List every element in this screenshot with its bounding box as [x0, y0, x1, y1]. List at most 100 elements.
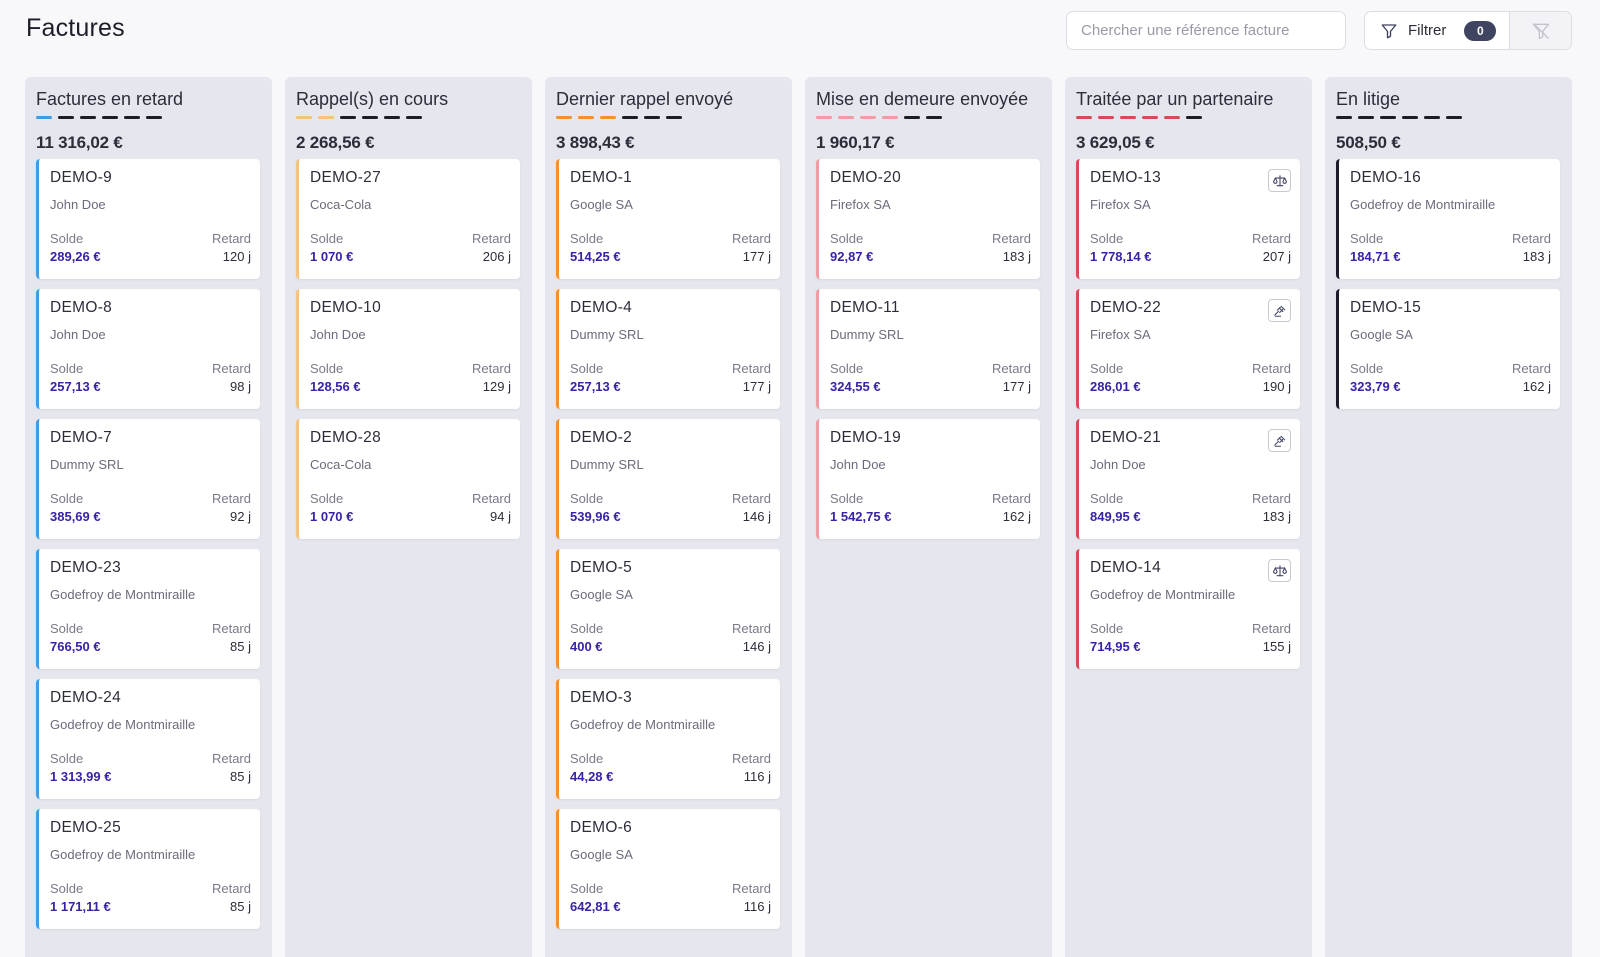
invoice-reference: DEMO-23	[50, 559, 122, 576]
scale-icon[interactable]	[1268, 559, 1291, 582]
progress-dashes	[1076, 116, 1300, 120]
card-values-row: 1 778,14 € 207 j	[1090, 249, 1291, 264]
filter-label: Filtrer	[1408, 22, 1447, 39]
client-name: Google SA	[1350, 327, 1413, 342]
invoice-card[interactable]: DEMO-7 Dummy SRL Solde Retard 385,69 € 92 j	[36, 419, 260, 539]
kanban-column: Factures en retard 11 316,02 € DEMO-9 John …	[25, 77, 272, 957]
invoice-reference: DEMO-14	[1090, 559, 1162, 576]
invoice-reference: DEMO-19	[830, 429, 902, 446]
invoice-card[interactable]: DEMO-20 Firefox SA Solde Retard 92,87 € 183 j	[816, 159, 1040, 279]
balance-value: 1 313,99 €	[50, 769, 112, 784]
invoice-card[interactable]: DEMO-25 Godefroy de Montmiraille Solde Reta…	[36, 809, 260, 929]
client-name: John Doe	[310, 327, 366, 342]
invoice-reference: DEMO-2	[570, 429, 633, 446]
progress-dash	[58, 116, 74, 119]
card-labels-row: Solde Retard	[830, 361, 1031, 376]
balance-label: Solde	[570, 491, 604, 506]
invoice-card[interactable]: DEMO-6 Google SA Solde Retard 642,81 € 116 j	[556, 809, 780, 929]
invoice-reference: DEMO-3	[570, 689, 633, 706]
column-title: Rappel(s) en cours	[296, 89, 449, 109]
column-total: 3 629,05 €	[1076, 133, 1155, 152]
progress-dashes	[296, 116, 520, 120]
balance-label: Solde	[830, 361, 864, 376]
invoice-card[interactable]: DEMO-23 Godefroy de Montmiraille Solde Reta…	[36, 549, 260, 669]
balance-label: Solde	[1090, 231, 1124, 246]
client-name: Dummy SRL	[50, 457, 124, 472]
progress-dash	[904, 116, 920, 119]
card-labels-row: Solde Retard	[310, 361, 511, 376]
client-name: Godefroy de Montmiraille	[570, 717, 716, 732]
invoice-card[interactable]: DEMO-24 Godefroy de Montmiraille Solde Reta…	[36, 679, 260, 799]
delay-value: 85 j	[230, 899, 251, 914]
search-input[interactable]	[1066, 11, 1346, 50]
delay-label: Retard	[731, 361, 771, 376]
balance-value: 324,55 €	[830, 379, 881, 394]
progress-dash	[556, 116, 572, 119]
invoice-card[interactable]: DEMO-19 John Doe Solde Retard 1 542,75 € 162 …	[816, 419, 1040, 539]
invoice-reference: DEMO-27	[310, 169, 382, 186]
column-title: Traitée par un partenaire	[1076, 89, 1274, 109]
invoice-card[interactable]: DEMO-4 Dummy SRL Solde Retard 257,13 € 177 j	[556, 289, 780, 409]
card-labels-row: Solde Retard	[570, 491, 771, 506]
invoice-card[interactable]: DEMO-5 Google SA Solde Retard 400 € 146 j	[556, 549, 780, 669]
card-labels-row: Solde Retard	[830, 491, 1031, 506]
column-title: En litige	[1336, 89, 1401, 109]
card-values-row: 324,55 € 177 j	[830, 379, 1031, 394]
balance-value: 323,79 €	[1350, 379, 1401, 394]
balance-label: Solde	[50, 621, 84, 636]
clear-filter-button[interactable]	[1510, 12, 1571, 49]
balance-value: 184,71 €	[1350, 249, 1401, 264]
delay-label: Retard	[1511, 361, 1551, 376]
invoice-card[interactable]: DEMO-21 John Doe Solde Retard 849,95 € 183 j	[1076, 419, 1300, 539]
card-values-row: 257,13 € 177 j	[570, 379, 771, 394]
invoice-card[interactable]: DEMO-13 Firefox SA Solde Retard 1 778,14 € 20…	[1076, 159, 1300, 279]
card-values-row: 539,96 € 146 j	[570, 509, 771, 524]
progress-dash	[1380, 116, 1396, 119]
card-values-row: 184,71 € 183 j	[1350, 249, 1551, 264]
gavel-icon[interactable]	[1268, 299, 1291, 322]
delay-label: Retard	[731, 881, 771, 896]
progress-dash	[318, 116, 334, 119]
client-name: Godefroy de Montmiraille	[50, 717, 196, 732]
card-list: DEMO-16 Godefroy de Montmiraille Solde Reta…	[1336, 159, 1560, 409]
page-title: Factures	[26, 14, 125, 42]
balance-value: 1 070 €	[310, 249, 354, 264]
invoice-card[interactable]: DEMO-27 Coca-Cola Solde Retard 1 070 € 206 j	[296, 159, 520, 279]
progress-dash	[1446, 116, 1462, 119]
invoice-reference: DEMO-9	[50, 169, 113, 186]
gavel-icon[interactable]	[1268, 429, 1291, 452]
client-name: Google SA	[570, 587, 633, 602]
invoice-card[interactable]: DEMO-15 Google SA Solde Retard 323,79 € 162 j	[1336, 289, 1560, 409]
invoice-card[interactable]: DEMO-8 John Doe Solde Retard 257,13 € 98 j	[36, 289, 260, 409]
invoice-card[interactable]: DEMO-2 Dummy SRL Solde Retard 539,96 € 146 j	[556, 419, 780, 539]
invoice-card[interactable]: DEMO-11 Dummy SRL Solde Retard 324,55 € 177 j	[816, 289, 1040, 409]
delay-value: 85 j	[230, 639, 251, 654]
invoice-reference: DEMO-1	[570, 169, 633, 186]
scale-icon[interactable]	[1268, 169, 1291, 192]
card-labels-row: Solde Retard	[570, 621, 771, 636]
card-values-row: 849,95 € 183 j	[1090, 509, 1291, 524]
filter-button[interactable]: Filtrer 0	[1365, 12, 1510, 49]
progress-dash	[36, 116, 52, 119]
invoice-card[interactable]: DEMO-28 Coca-Cola Solde Retard 1 070 € 94 j	[296, 419, 520, 539]
invoice-card[interactable]: DEMO-9 John Doe Solde Retard 289,26 € 120 j	[36, 159, 260, 279]
balance-value: 257,13 €	[50, 379, 101, 394]
invoice-card[interactable]: DEMO-22 Firefox SA Solde Retard 286,01 € 190 …	[1076, 289, 1300, 409]
progress-dash	[1142, 116, 1158, 119]
balance-label: Solde	[830, 491, 864, 506]
card-labels-row: Solde Retard	[50, 881, 251, 896]
invoice-card[interactable]: DEMO-16 Godefroy de Montmiraille Solde Reta…	[1336, 159, 1560, 279]
invoice-card[interactable]: DEMO-3 Godefroy de Montmiraille Solde Retar…	[556, 679, 780, 799]
invoice-reference: DEMO-20	[830, 169, 902, 186]
balance-label: Solde	[570, 231, 604, 246]
client-name: Godefroy de Montmiraille	[1090, 587, 1236, 602]
delay-value: 177 j	[1002, 379, 1031, 394]
invoice-card[interactable]: DEMO-14 Godefroy de Montmiraille Solde Reta…	[1076, 549, 1300, 669]
invoice-card[interactable]: DEMO-1 Google SA Solde Retard 514,25 € 177 j	[556, 159, 780, 279]
delay-value: 98 j	[230, 379, 251, 394]
invoice-reference: DEMO-4	[570, 299, 633, 316]
delay-label: Retard	[991, 231, 1031, 246]
invoice-card[interactable]: DEMO-10 John Doe Solde Retard 128,56 € 129 j	[296, 289, 520, 409]
client-name: Dummy SRL	[570, 327, 644, 342]
delay-value: 92 j	[230, 509, 251, 524]
